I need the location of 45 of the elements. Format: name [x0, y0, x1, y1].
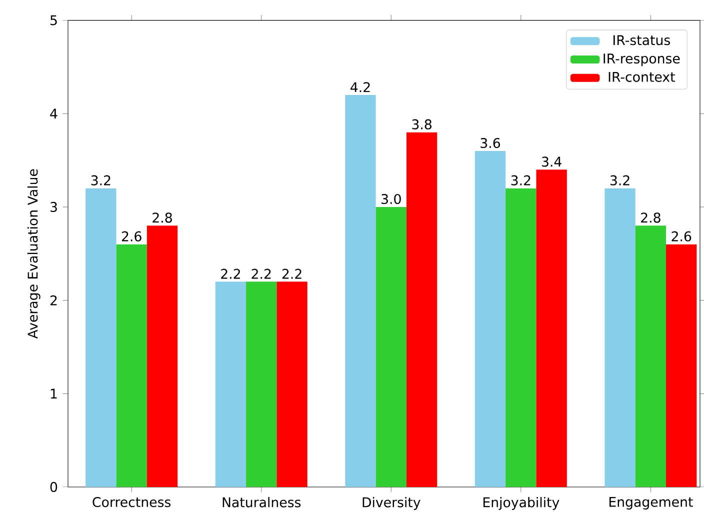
y-tick-label: 0: [50, 482, 58, 492]
data-label: 2.6: [122, 231, 142, 242]
data-label: 2.2: [252, 268, 271, 279]
data-label: 2.8: [641, 212, 660, 223]
bar: [146, 226, 178, 487]
x-tick-label: Enjoyability: [483, 497, 560, 510]
y-tick-label: 4: [50, 108, 58, 119]
x-tick-label: Engagement: [609, 497, 693, 510]
bar: [536, 170, 567, 487]
legend-label: IR-status: [614, 35, 670, 46]
bar: [604, 188, 636, 487]
bar: [215, 282, 246, 487]
y-axis-title: Average Evaluation Value: [27, 169, 40, 339]
bar: [246, 282, 277, 487]
y-tick-label: 3: [50, 202, 57, 212]
bar: [635, 226, 666, 487]
data-label: 2.6: [672, 231, 692, 242]
bar: [86, 188, 116, 487]
legend-label: IR-context: [608, 72, 675, 82]
data-label: 3.2: [91, 175, 110, 186]
bar: [506, 188, 536, 487]
bar: [345, 94, 376, 487]
data-label: 2.2: [282, 268, 302, 279]
data-label: 4.2: [350, 82, 370, 92]
x-tick-label: Naturalness: [222, 497, 301, 508]
bar: [376, 206, 406, 487]
bar: [406, 132, 438, 487]
y-tick-label: 5: [50, 15, 57, 26]
data-label: 2.8: [152, 212, 172, 223]
data-label: 3.8: [412, 119, 432, 130]
y-tick-label: 1: [50, 388, 57, 399]
data-label: 2.2: [221, 268, 240, 279]
y-tick-label: 2: [50, 295, 57, 306]
x-tick-label: Diversity: [362, 497, 420, 510]
data-label: 3.2: [511, 175, 530, 186]
data-label: 3.0: [382, 194, 401, 204]
bar: [666, 244, 697, 487]
x-tick-label: Correctness: [92, 497, 171, 508]
data-label: 3.4: [542, 156, 562, 167]
bar: [116, 244, 147, 487]
bar: [474, 150, 506, 487]
bar: [276, 282, 308, 487]
data-label: 3.2: [610, 175, 630, 186]
data-label: 3.6: [480, 138, 500, 148]
legend-label: IR-response: [604, 54, 680, 66]
